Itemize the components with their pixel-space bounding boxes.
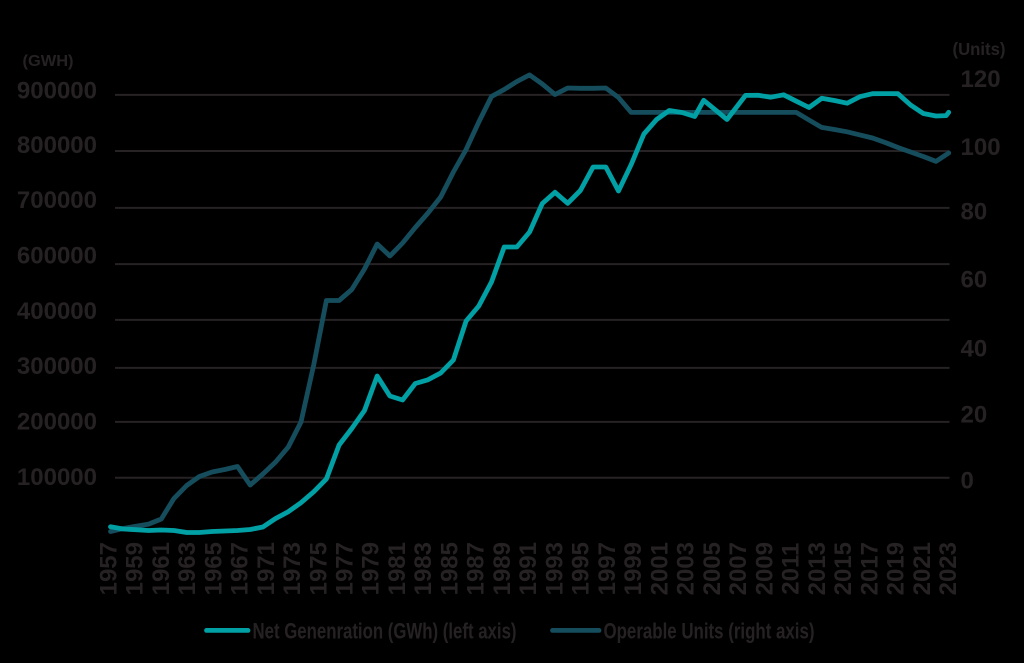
- svg-text:1985: 1985: [437, 542, 464, 595]
- svg-text:1971: 1971: [253, 542, 280, 595]
- svg-text:1979: 1979: [358, 542, 385, 595]
- svg-text:2015: 2015: [830, 542, 857, 595]
- svg-text:2019: 2019: [883, 542, 910, 595]
- svg-text:80: 80: [961, 198, 988, 225]
- svg-text:800000: 800000: [17, 132, 97, 159]
- svg-text:0: 0: [961, 468, 974, 495]
- svg-text:2007: 2007: [725, 542, 752, 595]
- svg-text:300000: 300000: [17, 353, 97, 380]
- svg-text:1999: 1999: [620, 542, 647, 595]
- svg-text:40: 40: [961, 336, 988, 363]
- svg-text:1989: 1989: [489, 542, 516, 595]
- svg-text:1983: 1983: [410, 542, 437, 595]
- svg-text:100000: 100000: [17, 464, 97, 491]
- svg-text:400000: 400000: [17, 298, 97, 325]
- svg-text:1959: 1959: [121, 542, 148, 595]
- svg-text:1987: 1987: [463, 542, 490, 595]
- svg-text:2005: 2005: [699, 542, 726, 595]
- svg-text:1961: 1961: [148, 542, 175, 595]
- svg-text:2009: 2009: [751, 542, 778, 595]
- svg-text:20: 20: [961, 402, 988, 429]
- svg-text:2011: 2011: [778, 543, 805, 595]
- svg-text:1991: 1991: [515, 542, 542, 595]
- svg-text:1965: 1965: [200, 542, 227, 595]
- svg-text:2001: 2001: [646, 542, 673, 595]
- svg-text:2021: 2021: [909, 542, 936, 595]
- svg-text:2013: 2013: [804, 542, 831, 595]
- svg-text:Net Genenration (GWh) (left ax: Net Genenration (GWh) (left axis): [253, 619, 517, 644]
- svg-text:1977: 1977: [332, 542, 359, 595]
- svg-text:2023: 2023: [935, 542, 962, 595]
- svg-text:600000: 600000: [17, 243, 97, 270]
- svg-text:Operable Units (right axis): Operable Units (right axis): [604, 619, 815, 644]
- svg-text:2003: 2003: [673, 542, 700, 595]
- svg-text:60: 60: [961, 266, 988, 293]
- svg-text:1993: 1993: [542, 542, 569, 595]
- svg-text:120: 120: [961, 66, 1001, 93]
- svg-text:(GWH): (GWH): [23, 53, 74, 70]
- svg-text:1995: 1995: [568, 542, 595, 595]
- svg-text:100: 100: [961, 134, 1001, 161]
- svg-text:1973: 1973: [279, 542, 306, 595]
- svg-text:1957: 1957: [95, 542, 122, 595]
- svg-text:1981: 1981: [384, 542, 411, 595]
- svg-text:2017: 2017: [856, 542, 883, 595]
- svg-text:1975: 1975: [305, 542, 332, 595]
- svg-text:1963: 1963: [174, 542, 201, 595]
- svg-text:1997: 1997: [594, 542, 621, 595]
- svg-text:(Units): (Units): [953, 39, 1006, 59]
- svg-text:200000: 200000: [17, 409, 97, 436]
- svg-text:1967: 1967: [227, 542, 254, 595]
- svg-text:900000: 900000: [17, 77, 97, 104]
- svg-text:700000: 700000: [17, 187, 97, 214]
